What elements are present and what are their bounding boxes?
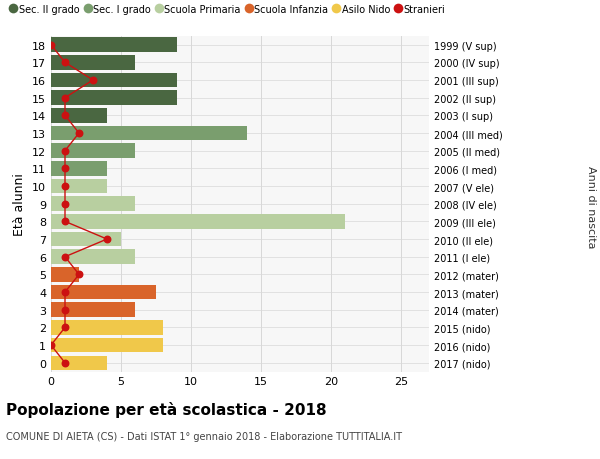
Bar	[51, 338, 163, 353]
Bar	[51, 179, 107, 194]
Y-axis label: Età alunni: Età alunni	[13, 173, 26, 235]
Bar	[51, 162, 107, 176]
Point	[60, 253, 70, 261]
Text: Popolazione per età scolastica - 2018: Popolazione per età scolastica - 2018	[6, 402, 326, 418]
Point	[102, 236, 112, 243]
Bar	[51, 268, 79, 282]
Point	[74, 271, 84, 279]
Bar	[51, 56, 135, 70]
Bar	[51, 38, 177, 53]
Bar	[51, 73, 177, 88]
Bar	[51, 144, 135, 158]
Point	[60, 60, 70, 67]
Bar	[51, 91, 177, 106]
Point	[60, 183, 70, 190]
Bar	[51, 320, 163, 335]
Point	[46, 42, 56, 49]
Bar	[51, 232, 121, 247]
Bar	[51, 197, 135, 212]
Point	[88, 77, 98, 84]
Bar	[51, 285, 156, 300]
Text: COMUNE DI AIETA (CS) - Dati ISTAT 1° gennaio 2018 - Elaborazione TUTTITALIA.IT: COMUNE DI AIETA (CS) - Dati ISTAT 1° gen…	[6, 431, 402, 442]
Point	[60, 359, 70, 367]
Point	[60, 307, 70, 314]
Point	[74, 130, 84, 137]
Bar	[51, 109, 107, 123]
Text: Anni di nascita: Anni di nascita	[586, 165, 596, 248]
Point	[60, 218, 70, 225]
Point	[60, 148, 70, 155]
Bar	[51, 303, 135, 317]
Bar	[51, 356, 107, 370]
Point	[60, 95, 70, 102]
Point	[60, 112, 70, 120]
Legend: Sec. II grado, Sec. I grado, Scuola Primaria, Scuola Infanzia, Asilo Nido, Stran: Sec. II grado, Sec. I grado, Scuola Prim…	[11, 5, 446, 15]
Point	[60, 201, 70, 208]
Bar	[51, 127, 247, 141]
Point	[60, 324, 70, 331]
Bar	[51, 250, 135, 264]
Point	[46, 341, 56, 349]
Point	[60, 289, 70, 296]
Point	[60, 165, 70, 173]
Bar	[51, 215, 345, 229]
